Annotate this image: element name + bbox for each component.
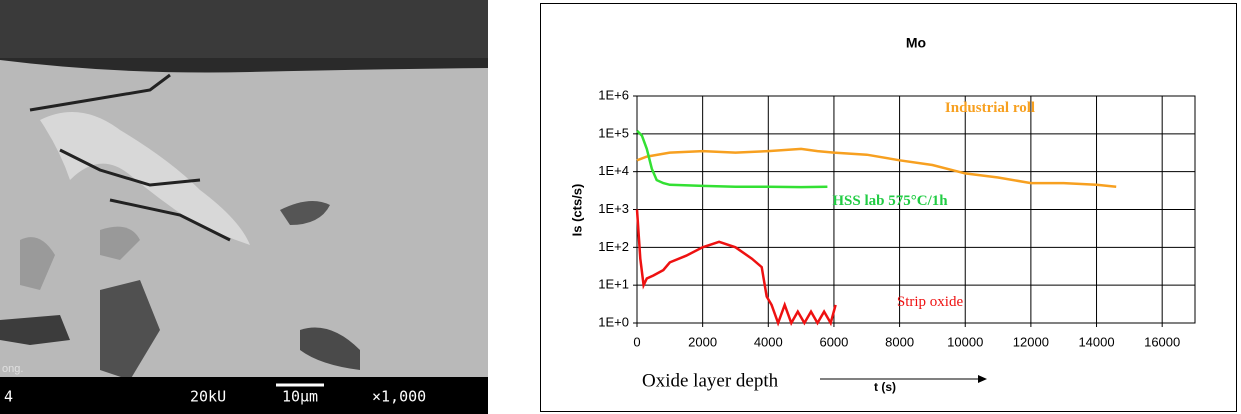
carbide <box>0 315 70 345</box>
y-tick-label: 1E+3 <box>598 201 629 216</box>
oxide-layer <box>0 0 488 60</box>
y-tick-label: 1E+2 <box>598 239 629 254</box>
x-tick-label: 4000 <box>754 334 783 349</box>
carbide <box>300 327 360 370</box>
x-axis-label: t (s) <box>874 380 896 394</box>
y-tick-label: 1E+4 <box>598 163 629 178</box>
image-id: 4 <box>4 388 13 406</box>
x-tick-label: 12000 <box>1013 334 1049 349</box>
y-tick-label: 1E+5 <box>598 125 629 140</box>
annotation: HSS lab 575°C/1h <box>832 193 948 209</box>
y-tick-label: 1E+0 <box>598 314 629 329</box>
x-tick-label: 6000 <box>819 334 848 349</box>
x-tick-label: 16000 <box>1144 334 1180 349</box>
x-tick-label: 10000 <box>947 334 983 349</box>
scale-label: 10µm <box>282 388 318 406</box>
phase-gray <box>100 226 140 260</box>
depth-label: Oxide layer depth <box>642 370 779 391</box>
y-axis-label: Is (cts/s) <box>569 184 584 237</box>
x-tick-label: 8000 <box>885 334 914 349</box>
series-line <box>636 129 828 189</box>
y-tick-label: 1E+1 <box>598 277 629 292</box>
annotation: Industrial roll <box>944 100 1036 116</box>
scale-edge <box>0 58 488 73</box>
series-line <box>635 209 837 327</box>
voltage: 20kU <box>190 388 226 406</box>
x-tick-label: 0 <box>633 334 640 349</box>
x-tick-label: 2000 <box>688 334 717 349</box>
crack <box>29 73 231 242</box>
series-line <box>636 147 1117 188</box>
plot: 1E+0 1E+1 1E+2 1E+3 1E+4 1E+5 1E+6 0 2000 4000 600… <box>598 87 1196 349</box>
carbide <box>280 201 330 225</box>
chart-title: Mo <box>906 35 926 51</box>
phase-gray <box>20 237 55 290</box>
micrograph: ong. 4 20kU 10µm ×1,000 <box>0 0 488 414</box>
annotation: Strip oxide <box>896 294 964 310</box>
x-tick-label: 14000 <box>1078 334 1114 349</box>
carbide <box>100 280 160 380</box>
y-tick-label: 1E+6 <box>598 87 629 102</box>
info-bar <box>0 377 488 414</box>
mode-label: ong. <box>2 363 23 375</box>
magnification: ×1,000 <box>372 388 426 406</box>
arrow-head <box>978 375 987 383</box>
phase-light <box>40 112 250 245</box>
